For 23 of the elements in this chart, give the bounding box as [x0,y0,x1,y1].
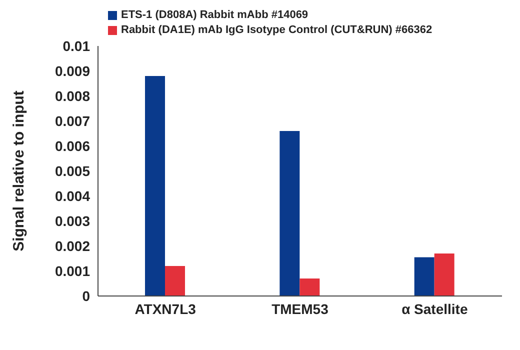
y-tick-label: 0.008 [54,88,90,104]
bar [434,254,454,296]
y-tick-label: 0.004 [54,188,90,204]
bar [300,278,320,296]
x-tick-label: α Satellite [402,300,468,317]
bar [165,266,185,296]
x-tick-label: ATXN7L3 [134,300,196,317]
y-tick-label: 0 [82,288,90,304]
bar [280,131,300,296]
y-tick-label: 0.006 [54,138,90,154]
y-axis-title: Signal relative to input [10,90,28,252]
y-tick-label: 0.01 [62,38,90,54]
y-tick-label: 0.007 [54,112,90,129]
y-tick-label: 0.001 [54,262,90,279]
y-tick-label: 0.005 [54,162,90,179]
legend-label: Rabbit (DA1E) mAb IgG Isotype Control (CUT&RUN) #66362 [121,23,432,38]
bar [145,76,165,296]
legend-label: ETS-1 (D808A) Rabbit mAbb #14069 [121,8,308,23]
y-tick-label: 0.009 [54,62,90,79]
y-tick-label: 0.003 [54,212,90,229]
bar [414,257,434,296]
x-tick-label: TMEM53 [272,300,329,317]
y-tick-label: 0.002 [54,238,90,254]
